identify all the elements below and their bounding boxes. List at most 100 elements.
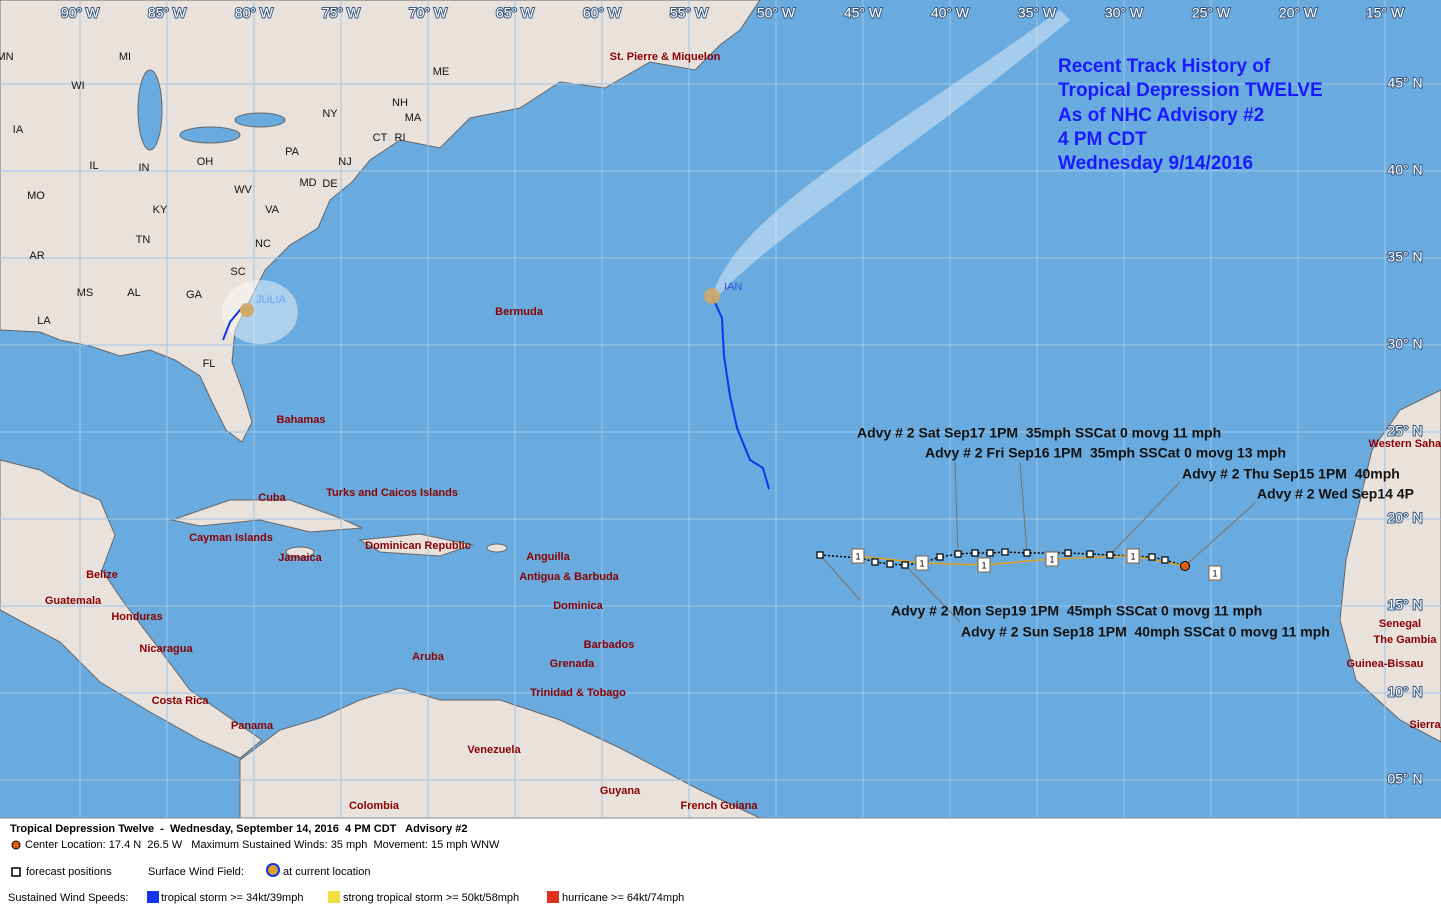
storm-label: IAN <box>724 281 742 293</box>
place-label: Venezuela <box>467 744 521 756</box>
forecast-point <box>936 553 944 561</box>
lat-label: 40° N <box>1387 162 1422 178</box>
lon-label: 75° W <box>322 5 361 21</box>
state-label: RI <box>395 132 406 144</box>
state-label: MO <box>27 190 45 202</box>
state-label: FL <box>203 358 216 370</box>
state-label: WI <box>71 80 84 92</box>
ann-line: As of NHC Advisory #2 <box>1058 105 1264 126</box>
place-label: Senegal <box>1379 618 1421 630</box>
lon-label: 35° W <box>1018 5 1057 21</box>
wind-box-label: 1 <box>981 560 986 570</box>
footer-bg <box>0 818 1441 910</box>
advisory-label: Advy # 2 Thu Sep15 1PM 40mph <box>1182 466 1400 482</box>
state-label: AL <box>127 287 140 299</box>
wind-box <box>1045 551 1059 567</box>
state-label: NY <box>322 108 338 120</box>
lon-label: 90° W <box>61 5 100 21</box>
lat-label: 05° N <box>1387 771 1422 787</box>
state-label: MI <box>119 51 131 63</box>
lat-label: 35° N <box>1387 249 1422 265</box>
place-label: Nicaragua <box>139 643 193 655</box>
state-label: TN <box>136 234 151 246</box>
advisory-label: Advy # 2 Fri Sep16 1PM 35mph SSCat 0 mov… <box>925 445 1286 461</box>
lon-label: 65° W <box>496 5 535 21</box>
state-label: ME <box>433 66 450 78</box>
place-label: Cuba <box>258 492 286 504</box>
place-label: The Gambia <box>1374 634 1438 646</box>
wind-box-label: 1 <box>1212 568 1217 578</box>
place-label: Honduras <box>111 611 162 623</box>
forecast-point <box>1148 553 1156 561</box>
forecast-point <box>1106 551 1114 559</box>
place-label: Dominica <box>553 600 603 612</box>
lat-label: 15° N <box>1387 597 1422 613</box>
advisory-label: Advy # 2 Sun Sep18 1PM 40mph SSCat 0 mov… <box>961 624 1330 640</box>
lon-label: 30° W <box>1105 5 1144 21</box>
advisory-label: Advy # 2 Wed Sep14 4P <box>1257 486 1414 502</box>
wind-box <box>851 548 865 564</box>
state-label: VA <box>265 204 280 216</box>
legend-label: at current location <box>283 866 370 878</box>
lon-label: 25° W <box>1192 5 1231 21</box>
place-label: Guinea-Bissau <box>1346 658 1423 670</box>
state-label: NH <box>392 97 408 109</box>
wind-box <box>915 555 929 571</box>
lon-label: 85° W <box>148 5 187 21</box>
annotation: Recent Track History of Tropical Depress… <box>1058 56 1323 174</box>
julia-center <box>240 303 254 317</box>
wind-box-label: 1 <box>1049 554 1054 564</box>
state-label: AR <box>29 250 44 262</box>
state-label: IA <box>13 124 24 136</box>
graticule <box>0 0 1441 818</box>
forecast-point <box>986 549 994 557</box>
place-label: Western Sahara <box>1369 438 1441 450</box>
state-label: MA <box>405 112 422 124</box>
forecast-point <box>1161 556 1169 564</box>
lon-label: 45° W <box>844 5 883 21</box>
current-position <box>1180 561 1190 571</box>
place-label: Anguilla <box>526 551 570 563</box>
state-label: NC <box>255 238 271 250</box>
state-label: LA <box>37 315 51 327</box>
lon-label: 15° W <box>1366 5 1405 21</box>
lon-label: 55° W <box>670 5 709 21</box>
ann-line: Wednesday 9/14/2016 <box>1058 153 1253 174</box>
state-label: DE <box>322 178 337 190</box>
footer-center: Center Location: 17.4 N 26.5 W Maximum S… <box>25 839 500 851</box>
forecast-point <box>954 550 962 558</box>
ian-center <box>704 288 720 304</box>
place-label: Antigua & Barbuda <box>519 571 619 583</box>
julia-wind-field <box>222 280 298 344</box>
leaders <box>819 461 1256 623</box>
forecast-point <box>1023 549 1031 557</box>
land <box>0 0 1441 819</box>
lon-label: 50° W <box>757 5 796 21</box>
place-label: Colombia <box>349 800 400 812</box>
ian-cone <box>712 10 1070 296</box>
state-label: WV <box>234 184 252 196</box>
state-label: MN <box>0 51 14 63</box>
legend-label: tropical storm >= 34kt/39mph <box>161 892 303 904</box>
forecast-point <box>901 561 909 569</box>
place-label: St. Pierre & Miquelon <box>610 51 721 63</box>
wind-box <box>1126 548 1140 564</box>
legend-label: Sustained Wind Speeds: <box>8 892 128 904</box>
forecast-point <box>871 558 879 566</box>
legend-label: hurricane >= 64kt/74mph <box>562 892 684 904</box>
lon-label: 60° W <box>583 5 622 21</box>
forecast-point <box>971 549 979 557</box>
place-label: Guyana <box>600 785 641 797</box>
ian-track <box>711 295 770 490</box>
wind-box <box>1208 565 1222 581</box>
place-label: Cayman Islands <box>189 532 273 544</box>
place-label: French Guiana <box>680 800 758 812</box>
place-label: Belize <box>86 569 118 581</box>
lon-label: 20° W <box>1279 5 1318 21</box>
state-label: GA <box>186 289 203 301</box>
place-label: Trinidad & Tobago <box>530 687 626 699</box>
state-label: NJ <box>338 156 351 168</box>
forecast-point <box>1064 549 1072 557</box>
lat-label: 25° N <box>1387 423 1422 439</box>
